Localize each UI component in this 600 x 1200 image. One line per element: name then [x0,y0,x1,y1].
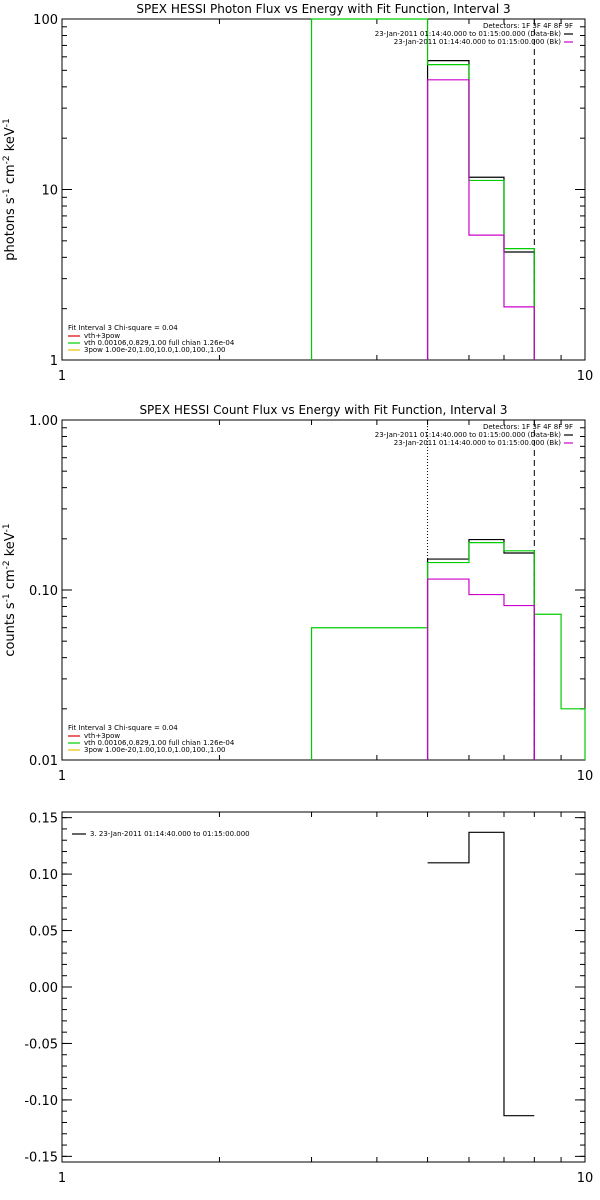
data-series-2 [310,18,535,360]
legend-entry: 23-Jan-2011 01:14:40.000 to 01:15:00.000… [394,38,562,46]
fit-legend-entry: vth 0.00106,0.829,1.00 full chian 1.26e-… [84,339,235,347]
chart-panel-3: 1 10 -0.15 -0.10 -0.05 0.00 0.05 0.10 0.15 3. 23-… [24,811,594,1186]
y-tick-label: 0.05 [29,925,58,940]
legend-entry: 23-Jan-2011 01:14:40.000 to 01:15:00.000… [375,431,562,439]
legend-header: Detectors: 1F 3F 4F 8F 9F [483,22,573,30]
x-tick-label: 10 [577,369,594,384]
data-series-1 [427,831,535,1117]
x-tick-label: 10 [577,769,594,784]
x-tick-label: 1 [58,369,66,384]
x-tick-label: 10 [577,1171,594,1186]
legend-header: Detectors: 1F 3F 4F 8F 9F [483,423,573,431]
chart-panel-1: SPEX HESSI Photon Flux vs Energy with Fi… [2,2,593,384]
data-series-1 [426,538,535,760]
fit-legend-entry: vth 0.00106,0.829,1.00 full chian 1.26e-… [84,739,235,747]
y-tick-label: 0.10 [29,584,58,599]
fit-legend-entry: 3pow 1.00e-20,1.00,10.0,1.00,100.,1.00 [84,346,226,354]
y-axis-label: photons s-1 cm-2 keV-1 [2,118,18,260]
y-tick-label: 100 [33,13,58,28]
y-tick-label: -0.05 [24,1037,58,1052]
chart-panel-2: SPEX HESSI Count Flux vs Energy with Fit… [2,403,593,784]
y-tick-label: 10 [41,184,58,199]
y-tick-label: 0.10 [29,868,58,883]
chart-title: SPEX HESSI Photon Flux vs Energy with Fi… [136,2,510,16]
y-axis-label: counts s-1 cm-2 keV-1 [2,523,18,656]
y-tick-label: -0.10 [24,1094,58,1109]
y-tick-label: 1 [50,354,58,369]
y-tick-label: 1.00 [29,414,58,429]
resid-legend-entry: 3. 23-Jan-2011 01:14:40.000 to 01:15:00.… [90,830,250,838]
plot-frame [61,419,586,761]
y-tick-label: 0.01 [29,754,58,769]
chart-title: SPEX HESSI Count Flux vs Energy with Fit… [139,403,507,417]
data-series-3 [426,79,535,360]
fit-legend-entry: vth+3pow [84,732,120,740]
data-series-3 [426,578,535,760]
fit-legend-entry: 3pow 1.00e-20,1.00,10.0,1.00,100.,1.00 [84,746,226,754]
plot-frame [61,811,586,1163]
data-series-2 [310,542,586,760]
x-tick-label: 1 [58,1171,66,1186]
x-tick-label: 1 [58,769,66,784]
plot-frame [61,18,586,361]
y-tick-label: 0.15 [29,812,58,827]
legend-entry: 23-Jan-2011 01:14:40.000 to 01:15:00.000… [394,439,562,447]
y-tick-label: -0.15 [24,1150,58,1165]
y-tick-label: 0.00 [29,981,58,996]
data-series-1 [426,60,535,360]
legend-entry: 23-Jan-2011 01:14:40.000 to 01:15:00.000… [375,30,562,38]
fit-legend-entry: vth+3pow [84,332,120,340]
fit-legend-header: Fit Interval 3 Chi-square = 0.04 [68,724,178,732]
fit-legend-header: Fit Interval 3 Chi-square = 0.04 [68,324,178,332]
